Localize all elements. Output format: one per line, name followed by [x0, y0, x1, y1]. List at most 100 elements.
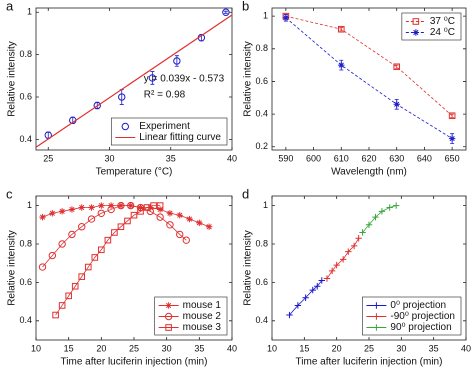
x-axis-label: Wavelength (nm)	[331, 167, 407, 178]
y-axis-label: Relative intensity	[243, 41, 254, 117]
marker	[373, 313, 380, 320]
panel: 25 30 35 40 0.4 0.6 0.8 1 Temperature (°C) Relati…	[6, 0, 237, 178]
x-tick-label: 20	[96, 343, 106, 353]
marker	[448, 135, 456, 142]
error-bar	[339, 27, 344, 32]
marker	[165, 324, 172, 331]
marker	[136, 203, 145, 212]
panel-label: c	[6, 186, 13, 201]
marker	[309, 286, 316, 294]
x-tick-label: 40	[227, 153, 237, 163]
marker	[378, 208, 386, 215]
y-axis-label: Relative intensity	[7, 230, 18, 306]
marker	[373, 302, 380, 309]
x-axis-label: Time after luciferin injection (min)	[296, 357, 443, 368]
y-tick-label: 1	[27, 7, 32, 17]
y-tick-label: 0.2	[255, 141, 268, 151]
series-line	[42, 205, 187, 268]
y-tick-label: 0.6	[255, 277, 268, 287]
legend-label: 24 ⁰C	[430, 27, 455, 38]
marker	[137, 208, 144, 215]
y-tick-label: 0.8	[19, 49, 32, 59]
y-tick-label: 0.8	[255, 43, 268, 53]
x-tick-label: 15	[299, 343, 309, 353]
y-tick-label: 0.4	[19, 134, 32, 144]
marker	[48, 251, 57, 260]
marker	[314, 283, 321, 290]
marker	[173, 57, 181, 65]
marker	[58, 208, 66, 215]
marker	[339, 256, 347, 263]
annotation: y = 0.039x - 0.573	[144, 74, 225, 85]
marker	[143, 204, 151, 211]
x-tick-label: 30	[104, 153, 114, 163]
marker	[49, 210, 56, 217]
x-tick-label: 20	[332, 343, 342, 353]
marker	[165, 302, 172, 309]
marker	[148, 74, 157, 82]
annotation: R² = 0.98	[144, 89, 186, 100]
marker	[355, 235, 362, 242]
y-tick-label: 0.6	[19, 277, 32, 287]
marker	[205, 223, 213, 230]
error-bar	[174, 55, 179, 67]
marker	[333, 261, 340, 269]
marker	[393, 63, 401, 71]
marker	[58, 302, 66, 309]
series-line	[285, 15, 453, 117]
marker	[65, 292, 72, 300]
x-tick-label: 35	[166, 153, 176, 163]
y-tick-label: 0.6	[255, 76, 268, 86]
marker	[166, 210, 174, 217]
marker	[98, 202, 105, 209]
marker	[302, 294, 309, 301]
x-tick-label: 640	[417, 153, 432, 163]
legend-label: Experiment	[139, 121, 190, 132]
marker	[412, 29, 420, 36]
x-tick-label: 630	[389, 153, 404, 163]
x-tick-label: 25	[43, 153, 53, 163]
x-tick-label: 25	[364, 343, 374, 353]
marker	[84, 263, 92, 271]
marker	[176, 230, 184, 239]
marker	[373, 324, 380, 331]
legend-label: -90⁰ projection	[390, 311, 455, 322]
marker	[345, 248, 352, 255]
marker	[124, 217, 131, 225]
y-axis-label: Relative intensity	[7, 41, 18, 117]
marker	[372, 213, 379, 221]
x-tick-label: 610	[334, 153, 349, 163]
y-tick-label: 0.6	[19, 91, 32, 101]
series-line	[35, 14, 233, 148]
marker	[78, 223, 86, 231]
marker	[118, 93, 126, 101]
series-line	[285, 17, 453, 139]
marker	[365, 221, 373, 228]
x-tick-label: 30	[162, 343, 172, 353]
marker	[127, 201, 135, 210]
x-tick-label: 40	[227, 343, 237, 353]
legend-label: mouse 2	[183, 311, 222, 322]
marker	[386, 204, 393, 211]
x-tick-label: 600	[306, 153, 321, 163]
marker	[350, 242, 358, 250]
panel-label: a	[6, 0, 14, 13]
marker	[68, 230, 76, 239]
marker	[91, 254, 99, 261]
marker	[156, 213, 164, 221]
marker	[58, 240, 66, 248]
marker	[337, 25, 345, 33]
error-bar	[119, 89, 124, 105]
marker	[412, 18, 420, 25]
error-bar	[223, 10, 228, 14]
x-tick-label: 30	[396, 343, 406, 353]
x-tick-label: 650	[445, 153, 460, 163]
marker	[117, 223, 125, 231]
marker	[97, 209, 106, 217]
x-tick-label: 35	[429, 343, 439, 353]
marker	[78, 273, 86, 280]
y-tick-label: 1	[27, 200, 32, 210]
